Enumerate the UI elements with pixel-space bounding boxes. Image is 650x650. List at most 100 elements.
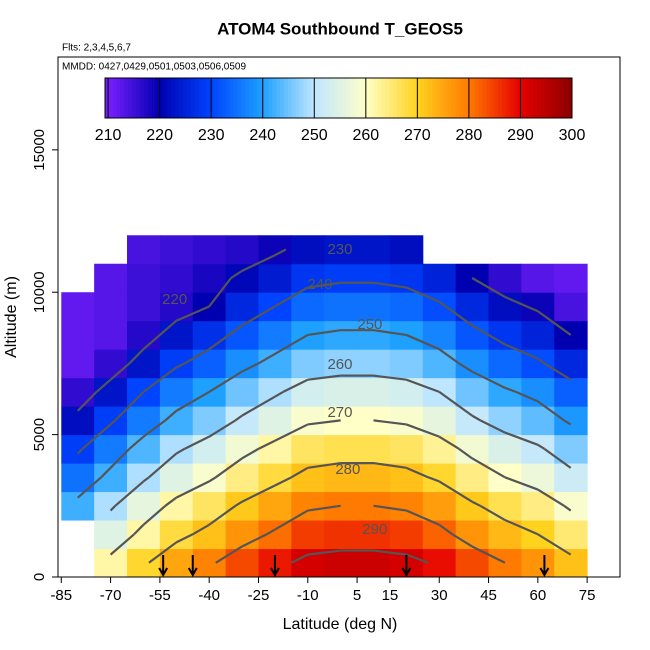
heat-cell [159,434,194,464]
x-tick-label: 75 [579,587,596,604]
colorbar-cell [501,78,507,118]
contour-segment [175,480,210,499]
colorbar-cell [171,78,176,118]
colorbar-cell [116,78,122,118]
colorbar-cell [443,78,448,118]
marker-arrow [401,555,412,578]
contour-segment [257,352,276,365]
colorbar-cell [513,78,519,118]
colorbar-cell [416,78,421,118]
contour-segment [230,269,243,279]
colorbar-cell [319,78,324,118]
colorbar-tick-label: 230 [198,127,225,144]
x-tick-label: -70 [100,587,122,604]
colorbar-cell [548,78,554,118]
contour-segment [537,488,565,507]
contour-segment [76,448,84,455]
contour-segment [109,419,117,426]
colorbar-cell [517,78,522,118]
colorbar-cell [315,78,320,118]
colorbar-cell [365,78,371,118]
contour-segment [175,447,186,455]
colorbar-cell [400,78,406,118]
heat-cell [127,235,161,265]
y-tick-label: 10000 [31,271,48,313]
contour-segment [95,378,112,393]
colorbar-cell [330,78,336,118]
colorbar-cell [435,78,441,118]
x-axis-label: Latitude (deg N) [283,616,398,633]
colorbar-cell [564,78,569,118]
contour-segment [471,370,506,389]
colorbar-cell [276,78,281,118]
contour-segment [241,484,276,503]
contour-segment [471,545,506,564]
contour-segment [164,496,177,507]
heat-cell [324,292,358,322]
colorbar-tick-label: 210 [95,127,122,144]
heat-cell [291,349,325,379]
contour-segment [471,414,481,422]
heat-cell [94,406,128,436]
contour-segment [405,466,429,479]
plot-frame [57,56,621,578]
contour-segment [128,348,145,365]
contour-segment [109,505,117,512]
heat-cell [554,320,588,350]
colorbar-cell [182,78,188,118]
heat-cell [455,491,490,521]
heat-cell [94,491,128,521]
colorbar-tick-label: 260 [352,127,379,144]
colorbar-cell [225,78,231,118]
heat-cell [488,349,522,379]
heat-cell [291,434,325,464]
heat-cell [61,320,95,350]
heat-cell [127,548,161,578]
colorbar-cell [377,78,382,118]
contour-segment [208,334,230,351]
contour-segment [241,533,268,548]
contour-segment [274,333,309,355]
heat-cell [488,491,522,521]
heat-cell [291,235,325,265]
contour-segment [109,362,131,381]
contour-segment [175,390,210,412]
heat-cell [127,320,161,350]
colorbar-cell [198,78,203,118]
heat-cell [192,235,227,265]
contour-segment [81,423,112,450]
colorbar-cell [326,78,332,118]
heat-cell [159,320,194,350]
colorbar-tick-label: 290 [507,127,534,144]
colorbar-cell [264,78,269,118]
colorbar-cell [163,78,168,118]
heat-cell [488,548,522,578]
colorbar-cell [536,78,542,118]
heat-cell [94,263,128,293]
heat-cell [94,349,128,379]
x-tick-label: -85 [50,587,72,604]
heat-cell [258,520,292,550]
contour-segment [307,462,341,469]
contour-line [290,549,429,564]
contour-segment [471,277,506,298]
heat-cell [521,263,555,293]
y-tick-label: 0 [31,573,48,581]
heat-cell [324,320,358,350]
contour-segment [241,395,276,417]
marker-arrow [158,555,169,578]
colorbar-cell [155,78,160,118]
contour-segment [257,439,276,450]
colorbar-cell [112,78,118,118]
contour-line [148,461,572,564]
contour-segment [208,277,232,308]
colorbar-cell [132,78,137,118]
contour-segment [241,447,260,460]
heat-cell [192,434,227,464]
contour-segment [504,386,517,393]
contour-segment [373,462,407,469]
heat-cell [192,548,227,578]
colorbar-cell [268,78,273,118]
heat-cell [324,349,358,379]
contour-line [76,329,572,499]
